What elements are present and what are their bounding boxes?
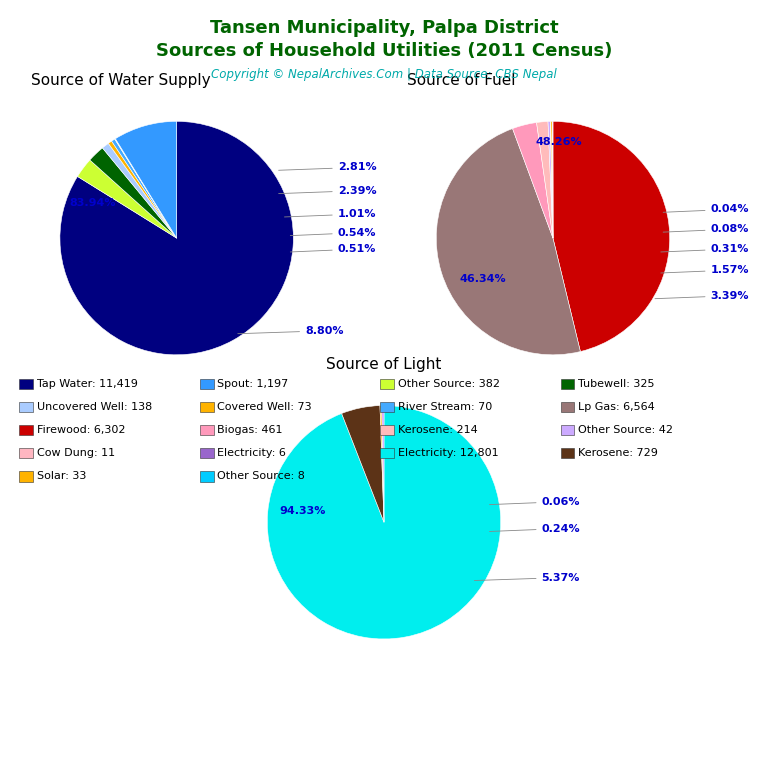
Wedge shape [111, 139, 177, 238]
Wedge shape [550, 121, 553, 238]
Text: Sources of Household Utilities (2011 Census): Sources of Household Utilities (2011 Cen… [156, 42, 612, 60]
Title: Source of Light: Source of Light [326, 357, 442, 372]
Wedge shape [115, 139, 177, 238]
Wedge shape [60, 121, 293, 355]
Wedge shape [115, 121, 177, 238]
Text: Other Source: 42: Other Source: 42 [578, 425, 674, 435]
Wedge shape [436, 128, 581, 355]
Text: Kerosene: 214: Kerosene: 214 [398, 425, 478, 435]
Text: Tap Water: 11,419: Tap Water: 11,419 [37, 379, 137, 389]
Text: Cow Dung: 11: Cow Dung: 11 [37, 448, 115, 458]
Text: 0.08%: 0.08% [663, 224, 749, 234]
Text: 48.26%: 48.26% [535, 137, 582, 147]
Text: Lp Gas: 6,564: Lp Gas: 6,564 [578, 402, 655, 412]
Wedge shape [102, 144, 177, 238]
Wedge shape [114, 139, 177, 238]
Wedge shape [551, 121, 553, 238]
Text: 0.04%: 0.04% [663, 204, 749, 214]
Text: 0.51%: 0.51% [290, 244, 376, 254]
Wedge shape [267, 406, 501, 639]
Text: Firewood: 6,302: Firewood: 6,302 [37, 425, 125, 435]
Text: 3.39%: 3.39% [655, 291, 749, 301]
Text: 0.06%: 0.06% [489, 497, 580, 507]
Text: Covered Well: 73: Covered Well: 73 [217, 402, 312, 412]
Text: 1.57%: 1.57% [660, 265, 749, 275]
Wedge shape [553, 121, 670, 352]
Wedge shape [537, 121, 553, 238]
Text: Other Source: 382: Other Source: 382 [398, 379, 500, 389]
Text: Kerosene: 729: Kerosene: 729 [578, 448, 658, 458]
Wedge shape [78, 160, 177, 238]
Wedge shape [108, 141, 177, 238]
Text: 94.33%: 94.33% [279, 505, 326, 515]
Text: Solar: 33: Solar: 33 [37, 471, 86, 482]
Text: River Stream: 70: River Stream: 70 [398, 402, 492, 412]
Wedge shape [380, 406, 384, 522]
Text: 0.54%: 0.54% [290, 228, 376, 238]
Text: Tansen Municipality, Palpa District: Tansen Municipality, Palpa District [210, 19, 558, 37]
Wedge shape [90, 148, 177, 238]
Text: Copyright © NepalArchives.Com | Data Source: CBS Nepal: Copyright © NepalArchives.Com | Data Sou… [211, 68, 557, 81]
Text: 5.37%: 5.37% [475, 573, 580, 583]
Text: 8.80%: 8.80% [238, 326, 343, 336]
Text: Other Source: 8: Other Source: 8 [217, 471, 305, 482]
Wedge shape [548, 121, 553, 238]
Text: Tubewell: 325: Tubewell: 325 [578, 379, 655, 389]
Text: Electricity: 6: Electricity: 6 [217, 448, 286, 458]
Text: 0.31%: 0.31% [660, 244, 749, 254]
Text: 1.01%: 1.01% [284, 209, 376, 219]
Text: Source of Fuel: Source of Fuel [407, 73, 515, 88]
Text: Electricity: 12,801: Electricity: 12,801 [398, 448, 498, 458]
Text: Uncovered Well: 138: Uncovered Well: 138 [37, 402, 152, 412]
Wedge shape [512, 123, 553, 238]
Wedge shape [342, 406, 384, 522]
Text: Biogas: 461: Biogas: 461 [217, 425, 283, 435]
Text: 2.39%: 2.39% [279, 186, 376, 196]
Text: 46.34%: 46.34% [459, 274, 506, 284]
Text: 2.81%: 2.81% [279, 162, 376, 172]
Wedge shape [382, 406, 384, 522]
Text: 83.94%: 83.94% [69, 198, 116, 208]
Text: Spout: 1,197: Spout: 1,197 [217, 379, 289, 389]
Text: Source of Water Supply: Source of Water Supply [31, 73, 210, 88]
Text: 0.24%: 0.24% [489, 524, 580, 534]
